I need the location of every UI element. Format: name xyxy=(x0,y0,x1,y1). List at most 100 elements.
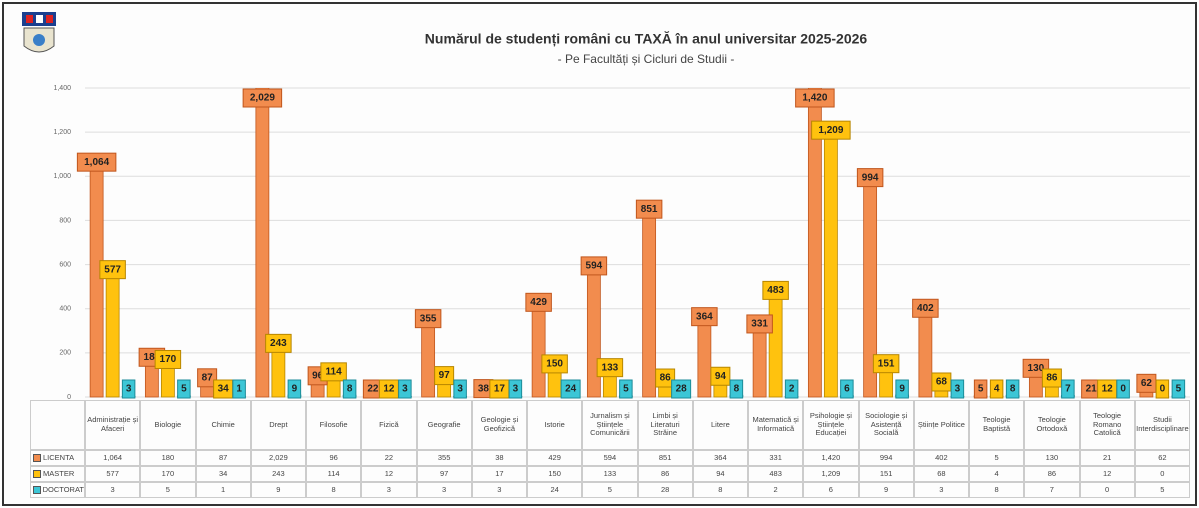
table-value: 12 xyxy=(361,466,417,482)
y-tick-label: 400 xyxy=(59,306,71,313)
data-label: 86 xyxy=(660,373,672,384)
data-label-box xyxy=(973,379,988,399)
bar xyxy=(642,208,657,398)
data-label-box xyxy=(414,309,442,329)
table-value: 3 xyxy=(913,482,969,498)
y-tick-label: 600 xyxy=(59,261,71,268)
data-label: 21 xyxy=(1086,384,1098,395)
table-value: 150 xyxy=(527,466,583,482)
data-label-box xyxy=(635,199,663,219)
data-label: 5 xyxy=(1176,384,1182,395)
table-value: 8 xyxy=(692,482,748,498)
y-tick-label: 0 xyxy=(67,394,71,400)
table-value: 180 xyxy=(140,450,196,466)
y-tick-label: 1,200 xyxy=(53,129,71,136)
legend-label: MASTER xyxy=(43,468,75,478)
data-label: 5 xyxy=(623,384,629,395)
data-label-box xyxy=(596,358,624,378)
data-label-box xyxy=(856,168,884,188)
data-label: 150 xyxy=(546,359,563,370)
data-label-box xyxy=(342,379,357,399)
data-label: 62 xyxy=(1141,378,1153,389)
category-label: Studii Interdisciplinare xyxy=(1134,400,1190,450)
legend-label: LICENTA xyxy=(43,452,75,462)
table-value: 34 xyxy=(195,466,251,482)
table-value: 2,029 xyxy=(250,450,306,466)
bar xyxy=(531,301,546,398)
table-value: 22 xyxy=(361,450,417,466)
table-value: 9 xyxy=(858,482,914,498)
table-value: 7 xyxy=(1024,482,1080,498)
table-value: 3 xyxy=(471,482,527,498)
bar xyxy=(421,318,436,398)
data-label-box xyxy=(121,379,136,399)
data-label-box xyxy=(265,333,292,353)
table-value: 331 xyxy=(748,450,804,466)
bar xyxy=(752,323,767,398)
table-value: 5 xyxy=(582,482,638,498)
data-label-box xyxy=(710,366,731,386)
bar xyxy=(918,307,933,398)
data-label: 3 xyxy=(402,384,408,395)
data-label: 0 xyxy=(1120,384,1126,395)
data-label-box xyxy=(99,260,126,280)
category-label: Administrație și Afaceri xyxy=(85,400,141,450)
data-label-box xyxy=(76,152,117,172)
category-label: Filosofie xyxy=(306,400,362,450)
bar xyxy=(768,289,783,398)
data-label: 28 xyxy=(676,384,688,395)
data-label-box xyxy=(320,362,347,382)
legend-entry: MASTER xyxy=(30,466,85,482)
data-label: 3 xyxy=(457,384,463,395)
table-value: 1,420 xyxy=(803,450,859,466)
data-label-box xyxy=(560,379,581,399)
table-value: 429 xyxy=(527,450,583,466)
data-label-box xyxy=(762,280,789,300)
table-value: 594 xyxy=(582,450,638,466)
data-label: 68 xyxy=(936,377,948,388)
category-label: Teologie Baptistă xyxy=(969,400,1025,450)
data-label: 577 xyxy=(104,264,121,275)
data-label: 22 xyxy=(367,384,379,395)
data-label-box xyxy=(177,379,191,399)
data-label-box xyxy=(242,88,283,108)
table-value: 28 xyxy=(637,482,693,498)
table-value: 577 xyxy=(85,466,141,482)
table-value: 243 xyxy=(250,466,306,482)
data-label-box xyxy=(989,379,1004,399)
legend-label: DOCTORAT xyxy=(42,484,84,494)
y-tick-label: 1,000 xyxy=(53,173,71,180)
category-label: Istorie xyxy=(527,400,583,450)
data-label: 5 xyxy=(181,384,187,395)
data-table: Administrație și Afaceri Biologie Chimie Dr… xyxy=(30,400,1190,498)
data-label: 9 xyxy=(899,384,905,395)
chart-title: Numărul de studenți români cu TAXĂ în an… xyxy=(425,31,868,47)
table-value: 5 xyxy=(969,450,1025,466)
data-label-box xyxy=(1005,379,1020,399)
legend-entry: LICENTA xyxy=(30,450,85,466)
data-label: 2,029 xyxy=(250,93,275,104)
data-label: 243 xyxy=(270,338,287,349)
category-label: Chimie xyxy=(195,400,251,450)
data-label: 355 xyxy=(420,313,437,324)
data-label-box xyxy=(398,379,412,399)
data-label: 38 xyxy=(478,383,490,394)
category-label: Geografie xyxy=(416,400,472,450)
table-value: 1,064 xyxy=(85,450,141,466)
table-value: 8 xyxy=(969,482,1025,498)
legend-swatch xyxy=(33,486,41,494)
data-label: 151 xyxy=(878,358,895,369)
data-label: 170 xyxy=(160,354,177,365)
data-label: 3 xyxy=(513,384,519,395)
category-label: Fizică xyxy=(361,400,417,450)
data-label-box xyxy=(232,379,246,399)
data-label: 24 xyxy=(565,384,577,395)
data-label: 6 xyxy=(844,384,850,395)
data-label: 34 xyxy=(218,384,230,395)
category-label: Teologie Romano Catolică xyxy=(1079,400,1135,450)
table-value: 114 xyxy=(306,466,362,482)
table-value: 355 xyxy=(416,450,472,466)
data-label-box xyxy=(784,379,799,399)
data-label-box xyxy=(912,298,939,318)
